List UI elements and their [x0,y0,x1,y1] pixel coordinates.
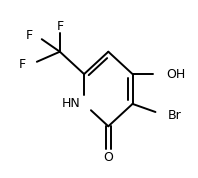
Text: F: F [26,29,33,42]
Text: HN: HN [62,97,80,110]
Text: F: F [19,58,26,71]
Text: F: F [56,20,63,33]
Text: Br: Br [168,109,182,122]
Text: O: O [103,151,113,164]
Text: OH: OH [166,68,185,81]
